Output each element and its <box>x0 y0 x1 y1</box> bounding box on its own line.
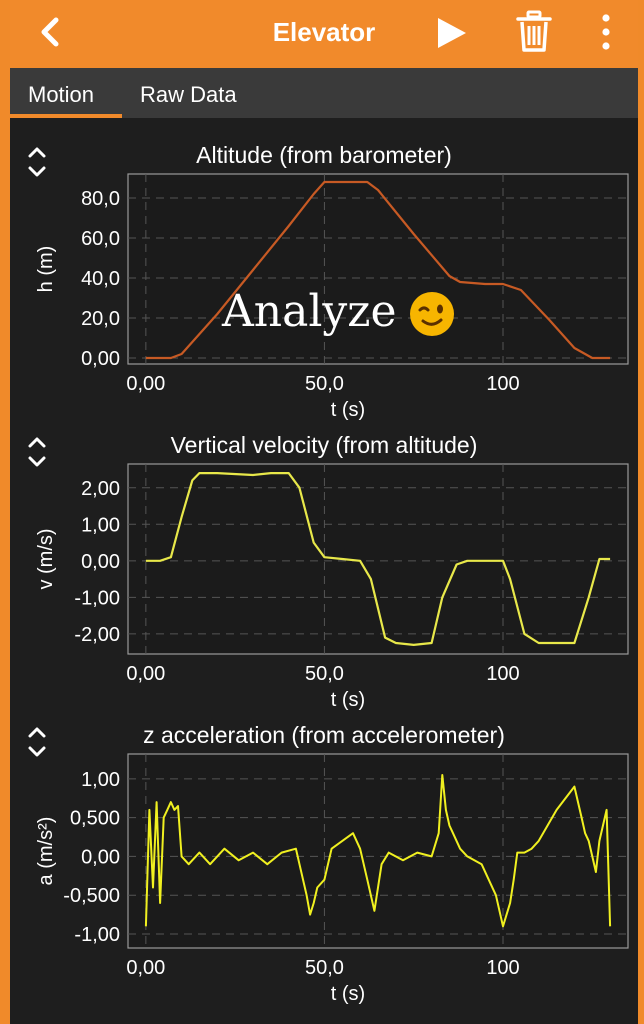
expand-collapse-icon[interactable] <box>26 432 48 472</box>
chart-title: Vertical velocity (from altitude) <box>170 432 478 458</box>
y-axis-label: h (m) <box>35 246 57 293</box>
series-line <box>144 774 612 928</box>
x-tick-label: 100 <box>486 663 519 685</box>
y-axis-label: a (m/s²) <box>35 817 57 886</box>
y-tick-label: 60,0 <box>81 228 120 250</box>
y-tick-label: 0,500 <box>70 808 120 830</box>
x-axis-label: t (s) <box>331 689 365 711</box>
overlay-caption: Analyze <box>222 286 397 337</box>
y-tick-label: 1,00 <box>81 514 120 536</box>
page-title: Elevator <box>272 17 376 47</box>
winking-face-icon <box>410 292 454 336</box>
y-tick-label: 0,00 <box>81 846 120 868</box>
y-axis-label: v (m/s) <box>35 528 57 589</box>
x-tick-label: 50,0 <box>305 957 344 979</box>
acceleration-panel: z acceleration (from accelerometer) 0,00… <box>10 714 638 1014</box>
back-chevron-icon[interactable] <box>36 14 66 50</box>
x-tick-label: 50,0 <box>305 663 344 685</box>
x-tick-label: 100 <box>486 957 519 979</box>
chart-title: z acceleration (from accelerometer) <box>143 722 505 748</box>
y-tick-label: 20,0 <box>81 308 120 330</box>
expand-collapse-icon[interactable] <box>26 722 48 762</box>
chart-title: Altitude (from barometer) <box>196 142 452 168</box>
y-tick-label: 1,00 <box>81 769 120 791</box>
x-tick-label: 50,0 <box>305 373 344 395</box>
y-tick-label: -2,00 <box>74 624 120 646</box>
y-tick-label: 0,00 <box>81 551 120 573</box>
play-icon[interactable] <box>434 16 468 50</box>
tab-motion[interactable]: Motion <box>28 82 95 107</box>
series-line <box>145 472 611 646</box>
more-vertical-icon[interactable] <box>600 12 612 52</box>
y-tick-label: 2,00 <box>81 478 120 500</box>
active-tab-indicator <box>10 114 122 118</box>
plot-area <box>127 173 629 365</box>
y-tick-label: 40,0 <box>81 268 120 290</box>
velocity-panel: Vertical velocity (from altitude) 0,00 50… <box>10 424 638 714</box>
top-app-bar: Elevator <box>10 0 638 68</box>
tab-bar: Motion Raw Data <box>10 68 638 118</box>
x-tick-label: 0,00 <box>126 663 165 685</box>
y-tick-label: -0,500 <box>63 885 120 907</box>
acceleration-chart: 0,00 50,0 100 -1,00 -0,500 0,00 0,500 1,00 t (s)… <box>35 753 629 1005</box>
altitude-chart: 0,00 50,0 100 0,00 20,0 40,0 60,0 80,0 t (s) h (m… <box>35 173 629 421</box>
y-tick-label: -1,00 <box>74 924 120 946</box>
y-tick-label: -1,00 <box>74 587 120 609</box>
y-tick-label: 80,0 <box>81 188 120 210</box>
y-tick-label: 0,00 <box>81 348 120 370</box>
expand-collapse-icon[interactable] <box>26 142 48 182</box>
x-axis-label: t (s) <box>331 399 365 421</box>
plot-area <box>127 753 629 949</box>
x-axis-label: t (s) <box>331 983 365 1005</box>
x-tick-label: 0,00 <box>126 373 165 395</box>
x-tick-label: 100 <box>486 373 519 395</box>
velocity-chart: 0,00 50,0 100 -2,00 -1,00 0,00 1,00 2,00 t (s) v … <box>35 463 629 711</box>
plot-area <box>127 463 629 655</box>
series-line <box>145 180 611 360</box>
trash-icon[interactable] <box>516 10 552 54</box>
altitude-panel: Altitude (from barometer) 0,00 50,0 100 0,0… <box>10 134 638 424</box>
tab-raw-data[interactable]: Raw Data <box>140 82 237 107</box>
x-tick-label: 0,00 <box>126 957 165 979</box>
